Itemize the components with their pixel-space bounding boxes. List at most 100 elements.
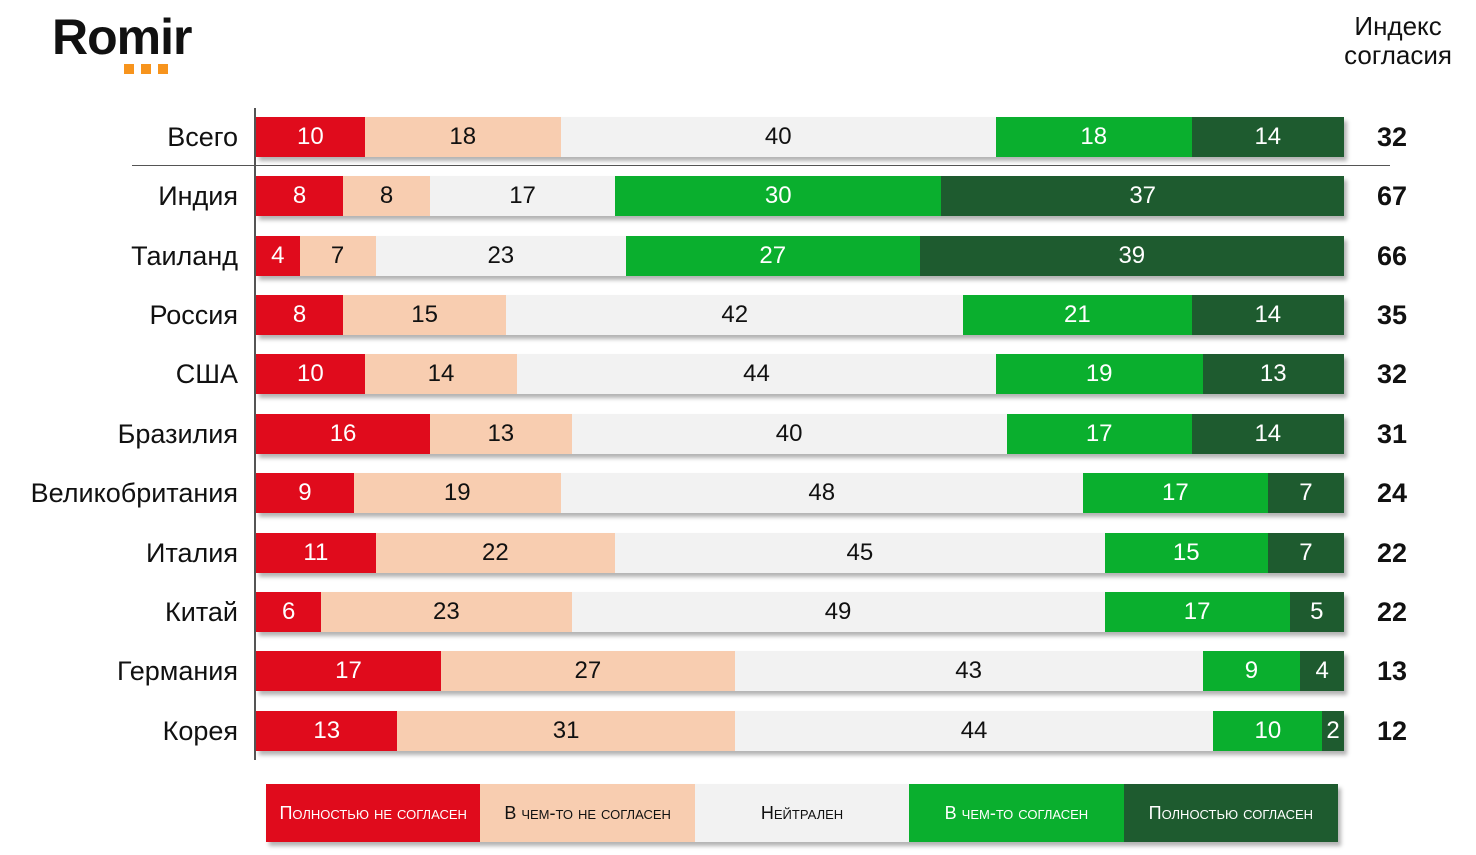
bar-segment: 17 bbox=[1082, 473, 1268, 513]
stacked-bar: 10 14 44 19 13 bbox=[256, 354, 1344, 394]
bar-segment: 11 bbox=[256, 533, 376, 573]
stacked-bar: 13 31 44 10 2 bbox=[256, 711, 1344, 751]
category-label: Таиланд bbox=[131, 241, 238, 271]
stacked-bar: 8 8 17 30 37 bbox=[256, 176, 1344, 216]
logo-text: Romir bbox=[52, 9, 192, 65]
bar-segment: 27 bbox=[625, 236, 920, 276]
chart-row: Всего 10 18 40 18 14 32 bbox=[0, 117, 1476, 157]
agreement-index-value: 66 bbox=[1376, 241, 1408, 271]
chart-row: США 10 14 44 19 13 32 bbox=[0, 354, 1476, 394]
agreement-index-value: 31 bbox=[1376, 419, 1408, 449]
agreement-index-value: 24 bbox=[1376, 478, 1408, 508]
bar-segment: 49 bbox=[571, 592, 1105, 632]
bar-segment: 13 bbox=[430, 414, 572, 454]
stacked-bar: 17 27 43 9 4 bbox=[256, 651, 1344, 691]
legend-item: Полностью не согласен bbox=[266, 784, 481, 842]
chart-row: Бразилия 16 13 40 17 14 31 bbox=[0, 414, 1476, 454]
bar-segment: 9 bbox=[256, 473, 354, 513]
bar-segment: 10 bbox=[256, 354, 365, 394]
category-label: Италия bbox=[146, 538, 238, 568]
legend-item: В чем-то согласен bbox=[909, 784, 1124, 842]
bar-segment: 18 bbox=[364, 117, 561, 157]
bar-segment: 40 bbox=[571, 414, 1007, 454]
bar-segment: 16 bbox=[256, 414, 431, 454]
category-label: Бразилия bbox=[117, 419, 238, 449]
category-label: Индия bbox=[158, 181, 238, 211]
bar-segment: 15 bbox=[1104, 533, 1268, 573]
agreement-index-value: 67 bbox=[1376, 181, 1408, 211]
chart-row: Великобритания 9 19 48 17 7 24 bbox=[0, 473, 1476, 513]
agreement-index-value: 35 bbox=[1376, 300, 1408, 330]
bar-segment: 14 bbox=[364, 354, 518, 394]
category-label: США bbox=[175, 359, 238, 389]
bar-segment: 31 bbox=[397, 711, 735, 751]
stacked-bar: 6 23 49 17 5 bbox=[256, 592, 1344, 632]
chart-row: Корея 13 31 44 10 2 12 bbox=[0, 711, 1476, 751]
chart-row: Россия 8 15 42 21 14 35 bbox=[0, 295, 1476, 335]
agreement-index-value: 12 bbox=[1376, 716, 1408, 746]
bar-segment: 45 bbox=[615, 533, 1105, 573]
bar-segment: 23 bbox=[375, 236, 626, 276]
bar-segment: 9 bbox=[1202, 651, 1301, 691]
romir-logo: Romir bbox=[52, 8, 192, 74]
bar-segment: 4 bbox=[1300, 651, 1344, 691]
stacked-bar: 9 19 48 17 7 bbox=[256, 473, 1344, 513]
index-title-line-2: согласия bbox=[1344, 40, 1452, 70]
bar-segment: 7 bbox=[1267, 533, 1344, 573]
bar-segment: 39 bbox=[919, 236, 1344, 276]
bar-segment: 13 bbox=[1202, 354, 1344, 394]
bar-segment: 7 bbox=[1267, 473, 1344, 513]
bar-segment: 10 bbox=[1213, 711, 1323, 751]
legend-item: Нейтрален bbox=[694, 784, 910, 842]
bar-segment: 7 bbox=[299, 236, 376, 276]
bar-segment: 6 bbox=[256, 592, 322, 632]
index-column-title: Индекс согласия bbox=[1344, 12, 1452, 70]
category-label: Корея bbox=[162, 716, 238, 746]
agreement-index-value: 22 bbox=[1376, 538, 1408, 568]
chart-row: Индия 8 8 17 30 37 67 bbox=[0, 176, 1476, 216]
bar-segment: 4 bbox=[256, 236, 300, 276]
category-label: Китай bbox=[165, 597, 238, 627]
bar-segment: 19 bbox=[995, 354, 1203, 394]
category-label: Россия bbox=[149, 300, 238, 330]
bar-segment: 10 bbox=[256, 117, 365, 157]
bar-segment: 5 bbox=[1289, 592, 1344, 632]
bar-segment: 23 bbox=[321, 592, 572, 632]
stacked-bar: 11 22 45 15 7 bbox=[256, 533, 1344, 573]
legend-item: Полностью согласен bbox=[1123, 784, 1339, 842]
bar-segment: 2 bbox=[1322, 711, 1344, 751]
bar-segment: 42 bbox=[506, 295, 964, 335]
bar-segment: 17 bbox=[256, 651, 441, 691]
category-axis bbox=[254, 108, 256, 760]
agreement-index-value: 32 bbox=[1376, 359, 1408, 389]
stacked-bar: 8 15 42 21 14 bbox=[256, 295, 1344, 335]
bar-segment: 27 bbox=[440, 651, 735, 691]
bar-segment: 14 bbox=[1191, 117, 1344, 157]
stacked-bar: 16 13 40 17 14 bbox=[256, 414, 1344, 454]
bar-segment: 8 bbox=[343, 176, 431, 216]
chart-row: Италия 11 22 45 15 7 22 bbox=[0, 533, 1476, 573]
bar-segment: 21 bbox=[963, 295, 1192, 335]
legend-item: В чем-то не согласен bbox=[480, 784, 695, 842]
index-title-line-1: Индекс bbox=[1354, 11, 1442, 41]
chart-row: Германия 17 27 43 9 4 13 bbox=[0, 651, 1476, 691]
category-label: Всего bbox=[167, 122, 238, 152]
bar-segment: 18 bbox=[995, 117, 1192, 157]
total-separator bbox=[132, 165, 1390, 166]
bar-segment: 13 bbox=[256, 711, 398, 751]
legend: Полностью не согласен В чем-то не согласе… bbox=[266, 784, 1339, 842]
bar-segment: 44 bbox=[734, 711, 1214, 751]
bar-segment: 48 bbox=[560, 473, 1083, 513]
chart-row: Таиланд 4 7 23 27 39 66 bbox=[0, 236, 1476, 276]
agreement-index-value: 13 bbox=[1376, 656, 1408, 686]
bar-segment: 17 bbox=[1006, 414, 1192, 454]
stacked-bar: 4 7 23 27 39 bbox=[256, 236, 1344, 276]
logo-dots bbox=[124, 64, 168, 74]
bar-segment: 8 bbox=[256, 295, 344, 335]
bar-segment: 15 bbox=[343, 295, 507, 335]
bar-segment: 37 bbox=[941, 176, 1344, 216]
chart-row: Китай 6 23 49 17 5 22 bbox=[0, 592, 1476, 632]
bar-segment: 43 bbox=[734, 651, 1203, 691]
bar-segment: 14 bbox=[1191, 295, 1344, 335]
bar-segment: 14 bbox=[1191, 414, 1344, 454]
